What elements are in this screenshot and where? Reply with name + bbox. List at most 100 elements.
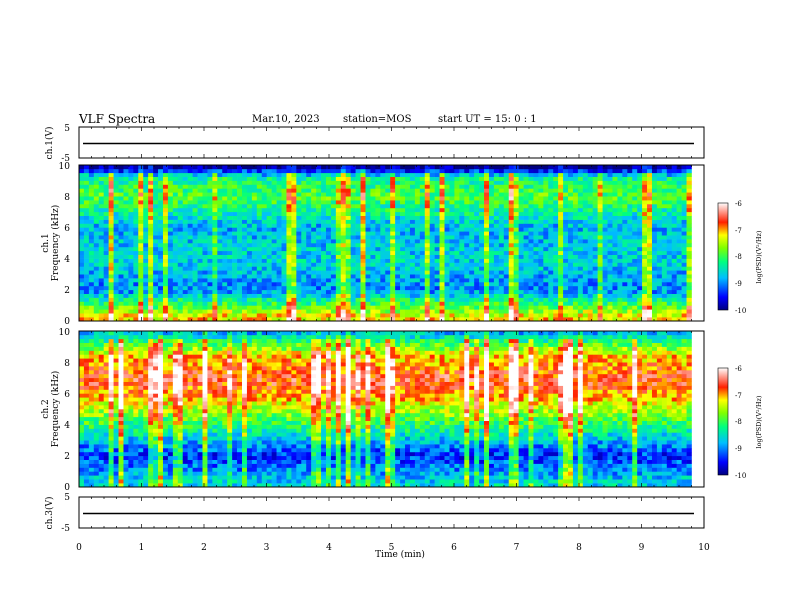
spectrogram-cell	[390, 243, 396, 248]
spectrogram-cell	[202, 172, 208, 177]
spectrogram-cell	[484, 293, 490, 298]
spectrogram-cell	[671, 313, 677, 318]
spectrogram-cell	[330, 266, 337, 271]
spectrogram-cell	[103, 258, 109, 263]
spectrogram-cell	[597, 243, 603, 248]
spectrogram-cell	[647, 172, 653, 177]
spectrogram-cell	[177, 211, 184, 216]
spectrogram-cell	[172, 180, 179, 185]
spectrogram-cell	[409, 168, 416, 174]
spectrogram-cell	[232, 227, 238, 232]
spectrogram-cell	[676, 165, 682, 170]
spectrogram-cell	[286, 250, 292, 255]
spectrogram-cell	[493, 188, 500, 193]
spectrogram-cell	[162, 211, 169, 216]
spectrogram-cell	[449, 293, 455, 298]
spectrogram-cell	[429, 270, 435, 275]
spectrogram-cell	[365, 270, 371, 275]
spectrogram-cell	[380, 223, 386, 228]
spectrogram-cell	[360, 168, 366, 174]
spectrogram-cell	[330, 180, 337, 185]
spectrogram-cell	[409, 313, 416, 318]
spectrogram-cell	[493, 262, 500, 267]
spectrogram-cell	[627, 219, 633, 224]
spectrogram-cell	[587, 285, 594, 291]
spectrogram-cell	[256, 282, 263, 287]
spectrogram-cell	[414, 266, 421, 271]
spectrogram-cell	[434, 274, 440, 279]
spectrogram-cell	[479, 192, 485, 197]
spectrogram-cell	[281, 258, 287, 263]
spectrogram-cell	[612, 313, 618, 318]
spectrogram-cell	[251, 239, 258, 244]
spectrogram-cell	[405, 262, 411, 267]
spectrogram-cell	[375, 235, 381, 240]
spectrogram-cell	[123, 196, 129, 201]
spectrogram-cell	[128, 285, 134, 291]
spectrogram-cell	[558, 215, 564, 220]
spectrogram-cell	[256, 180, 263, 185]
spectrogram-cell	[533, 192, 539, 197]
spectrogram-cell	[83, 219, 90, 224]
spectrogram-cell	[464, 204, 470, 209]
spectrogram-cell	[434, 305, 440, 310]
spectrogram-cell	[409, 180, 416, 185]
spectrogram-cell	[617, 168, 623, 174]
spectrogram-cell	[261, 184, 267, 189]
spectrogram-cell	[676, 196, 682, 201]
spectrogram-cell	[686, 172, 692, 177]
spectrogram-cell	[671, 274, 677, 279]
spectrogram-cell	[449, 227, 455, 232]
spectrogram-cell	[469, 309, 475, 314]
spectrogram-cell	[311, 207, 317, 213]
spectrogram-cell	[548, 231, 554, 236]
spectrogram-cell	[488, 200, 495, 205]
spectrogram-cell	[158, 317, 164, 322]
spectrogram-cell	[686, 297, 692, 302]
spectrogram-cell	[370, 246, 376, 252]
spectrogram-cell	[256, 309, 263, 314]
spectrogram-cell	[493, 211, 500, 216]
spectrogram-cell	[622, 219, 628, 224]
spectrogram-cell	[103, 172, 109, 177]
spectrogram-cell	[503, 207, 510, 213]
spectrogram-cell	[182, 317, 188, 322]
spectrogram-cell	[113, 239, 119, 244]
spectrogram-cell	[207, 188, 213, 193]
spectrogram-cell	[503, 231, 510, 236]
spectrogram-cell	[306, 258, 312, 263]
spectrogram-cell	[256, 301, 263, 306]
spectrogram-cell	[340, 309, 347, 314]
spectrogram-cell	[380, 278, 386, 283]
spectrogram-cell	[251, 278, 258, 283]
spectrogram-cell	[558, 254, 564, 259]
spectrogram-cell	[647, 278, 653, 283]
spectrogram-cell	[330, 235, 337, 240]
spectrogram-cell	[237, 262, 243, 267]
spectrogram-cell	[88, 309, 95, 314]
spectrogram-cell	[266, 254, 272, 259]
spectrogram-cell	[108, 172, 114, 177]
spectrogram-cell	[335, 184, 342, 189]
spectrogram-cell	[118, 297, 124, 302]
spectrogram-cell	[311, 282, 317, 287]
spectrogram-cell	[647, 227, 653, 232]
spectrogram-cell	[627, 207, 633, 213]
spectrogram-cell	[380, 301, 386, 306]
spectrogram-cell	[330, 270, 337, 275]
spectrogram-cell	[237, 270, 243, 275]
spectrogram-cell	[429, 297, 435, 302]
spectrogram-cell	[666, 278, 673, 283]
spectrogram-cell	[414, 246, 421, 252]
spectrogram-cell	[508, 196, 514, 201]
spectrogram-cell	[182, 168, 188, 174]
spectrogram-cell	[355, 235, 361, 240]
spectrogram-cell	[187, 246, 193, 252]
spectrogram-cell	[553, 305, 559, 310]
spectrogram-cell	[459, 192, 465, 197]
spectrogram-cell	[118, 282, 124, 287]
spectrogram-cell	[681, 262, 687, 267]
spectrogram-cell	[108, 235, 114, 240]
spectrogram-cell	[493, 204, 500, 209]
spectrogram-cell	[350, 305, 356, 310]
